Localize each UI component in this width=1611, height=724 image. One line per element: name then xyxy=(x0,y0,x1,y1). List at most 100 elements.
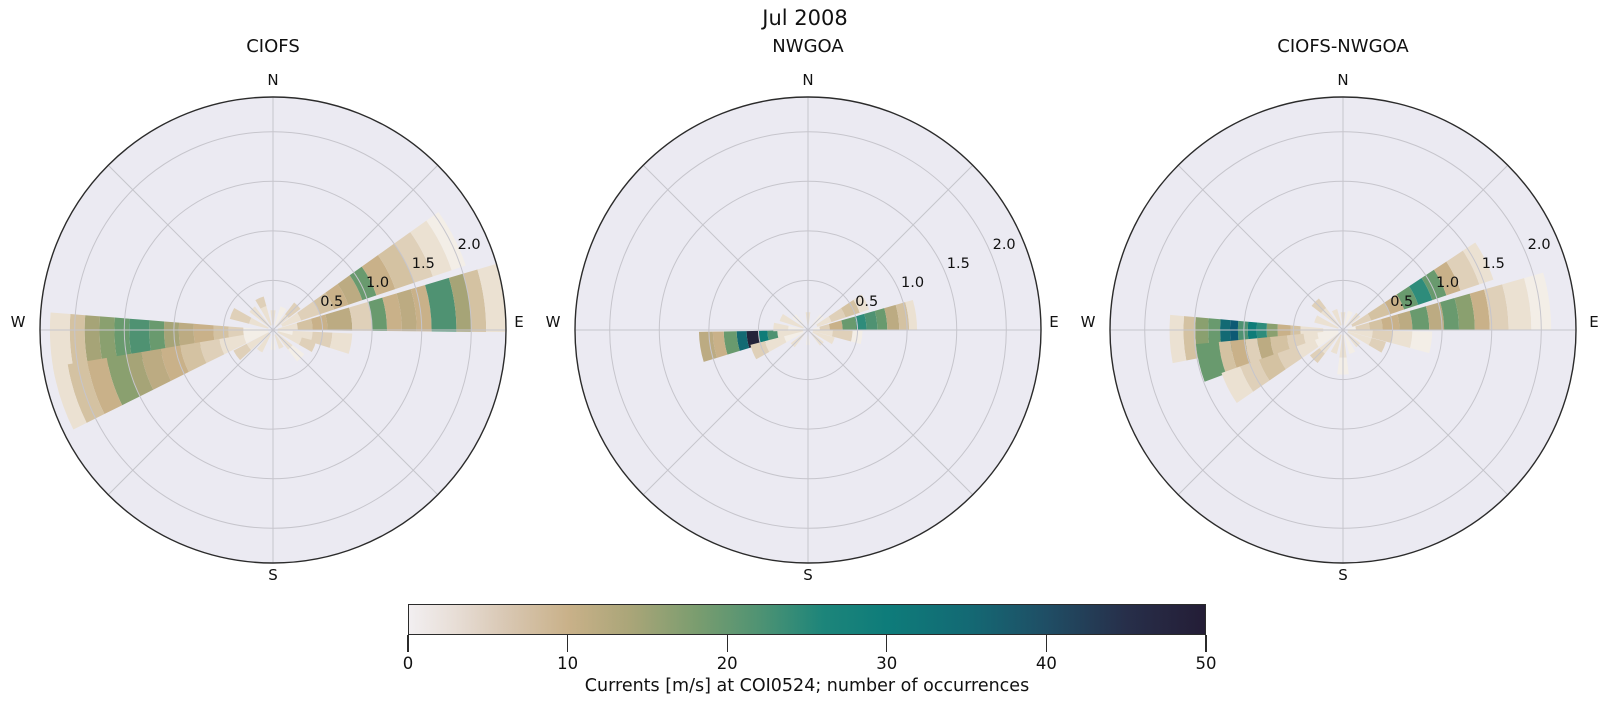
rose-petal-segment xyxy=(126,352,154,397)
rose-petal-segment xyxy=(1317,330,1339,340)
rose-petal-segment xyxy=(1502,278,1532,330)
rose-petal-segment xyxy=(1347,326,1356,330)
rose-petal-segment xyxy=(274,334,284,349)
compass-label-north: N xyxy=(802,71,814,89)
rose-petal-segment xyxy=(812,330,833,337)
rose-petal-segment xyxy=(784,331,804,343)
rose-petal-segment xyxy=(788,325,804,331)
rose-petal-segment xyxy=(281,312,302,327)
rose-petal-segment xyxy=(841,316,857,330)
rose-petal-segment xyxy=(1195,341,1226,382)
rose-petal-segment xyxy=(1355,322,1370,330)
rose-petal-segment xyxy=(377,243,415,290)
rose-petal-segment xyxy=(277,322,298,331)
rose-petal-segment xyxy=(750,341,770,360)
subplot-title-diff: CIOFS-NWGOA xyxy=(1277,36,1409,57)
rose-petal-segment xyxy=(1381,314,1400,330)
rose-petal-segment xyxy=(246,332,270,351)
rose-petal-segment xyxy=(1347,331,1372,346)
rose-petal-segment xyxy=(1421,269,1447,301)
rose-petal-segment xyxy=(1469,289,1490,330)
figure-suptitle: Jul 2008 xyxy=(762,6,848,30)
rose-petal-segment xyxy=(243,330,269,344)
rose-petal-segment xyxy=(1524,272,1552,330)
rose-petal-segment xyxy=(1218,340,1238,374)
rose-petal-segment xyxy=(831,330,853,342)
rose-petal-segment xyxy=(764,336,787,352)
rose-petal-segment xyxy=(1169,314,1187,364)
rose-petal-segment xyxy=(1245,338,1263,365)
colorbar-label: Currents [m/s] at COI0524; number of occ… xyxy=(584,676,1030,696)
rose-petal-segment xyxy=(255,296,267,309)
rose-petal-segment xyxy=(698,331,717,362)
rose-petal-segment xyxy=(1368,319,1383,330)
rose-petal-segment xyxy=(1484,284,1509,330)
rose-petal-segment xyxy=(712,331,728,358)
rose-petal-segment xyxy=(1331,308,1342,326)
rose-petal-segment xyxy=(296,318,313,331)
rose-petal-segment xyxy=(1440,298,1459,330)
rose-petal-segment xyxy=(425,277,457,332)
rose-petal-segment xyxy=(99,316,119,368)
rose-petal-segment xyxy=(325,283,349,310)
rose-petal-segment xyxy=(274,306,287,326)
rose-petal-segment xyxy=(1410,331,1433,354)
rose-petal-segment xyxy=(311,314,328,331)
rose-petal-segment xyxy=(1446,250,1480,291)
compass-label-east: E xyxy=(1589,313,1599,331)
rose-petal-segment xyxy=(163,321,182,354)
rose-petal-segment xyxy=(819,323,830,330)
rose-petal-segment xyxy=(106,354,140,406)
rose-petal-segment xyxy=(1277,346,1303,370)
rose-petal-segment xyxy=(1314,331,1339,347)
rose-petal-segment xyxy=(1296,339,1319,359)
rose-petal-segment xyxy=(1221,366,1254,404)
rose-petal-segment xyxy=(1257,337,1275,361)
rose-petal-segment xyxy=(368,297,388,331)
rose-petal-segment xyxy=(1409,278,1433,305)
rose-petal-segment xyxy=(249,317,269,329)
rose-petal-segment xyxy=(1390,330,1413,348)
compass-label-west: W xyxy=(545,313,561,331)
rose-petal-segment xyxy=(1347,330,1373,338)
rose-petal-segment xyxy=(1396,286,1419,310)
rose-petal-segment xyxy=(463,269,487,332)
rose-petal-segment xyxy=(1303,332,1319,344)
rose-petal-segment xyxy=(448,273,472,332)
rose-petal-segment xyxy=(337,275,363,305)
rose-petal-segment xyxy=(1314,315,1339,329)
rose-petal-segment xyxy=(180,342,207,373)
rose-petal-segment xyxy=(1368,337,1386,353)
rose-petal-segment xyxy=(1351,313,1372,327)
compass-label-south: S xyxy=(1338,566,1348,584)
rose-petal-segment xyxy=(129,318,152,362)
rose-petal-segment xyxy=(277,331,302,345)
rose-petal-segment xyxy=(1384,294,1405,315)
colorbar xyxy=(408,604,1206,635)
compass-label-west: W xyxy=(10,313,26,331)
rose-petal-segment xyxy=(233,343,252,361)
rose-petal-segment xyxy=(410,220,452,277)
compass-label-south: S xyxy=(268,566,278,584)
rose-petal-segment xyxy=(828,308,846,323)
compass-label-south: S xyxy=(803,566,813,584)
rose-petal-segment xyxy=(349,301,373,331)
rose-petal-segment xyxy=(828,320,843,330)
rose-petal-segment xyxy=(410,284,432,332)
rose-petal-segment xyxy=(864,310,878,330)
rose-petal-segment xyxy=(874,308,888,330)
rose-petal-segment xyxy=(1258,353,1286,381)
compass-label-west: W xyxy=(1080,313,1096,331)
rose-petal-segment xyxy=(199,339,225,364)
rose-petal-segment xyxy=(219,334,247,355)
rose-petal-segment xyxy=(297,301,321,321)
rose-petal-segment xyxy=(1409,306,1430,330)
rose-petal-segment xyxy=(361,255,396,296)
rose-petal-segment xyxy=(1344,334,1356,354)
rose-petal-segment xyxy=(256,333,271,353)
compass-label-east: E xyxy=(1049,313,1059,331)
compass-label-north: N xyxy=(267,71,279,89)
rose-petal-segment xyxy=(260,306,272,326)
rose-petal-segment xyxy=(140,348,171,390)
